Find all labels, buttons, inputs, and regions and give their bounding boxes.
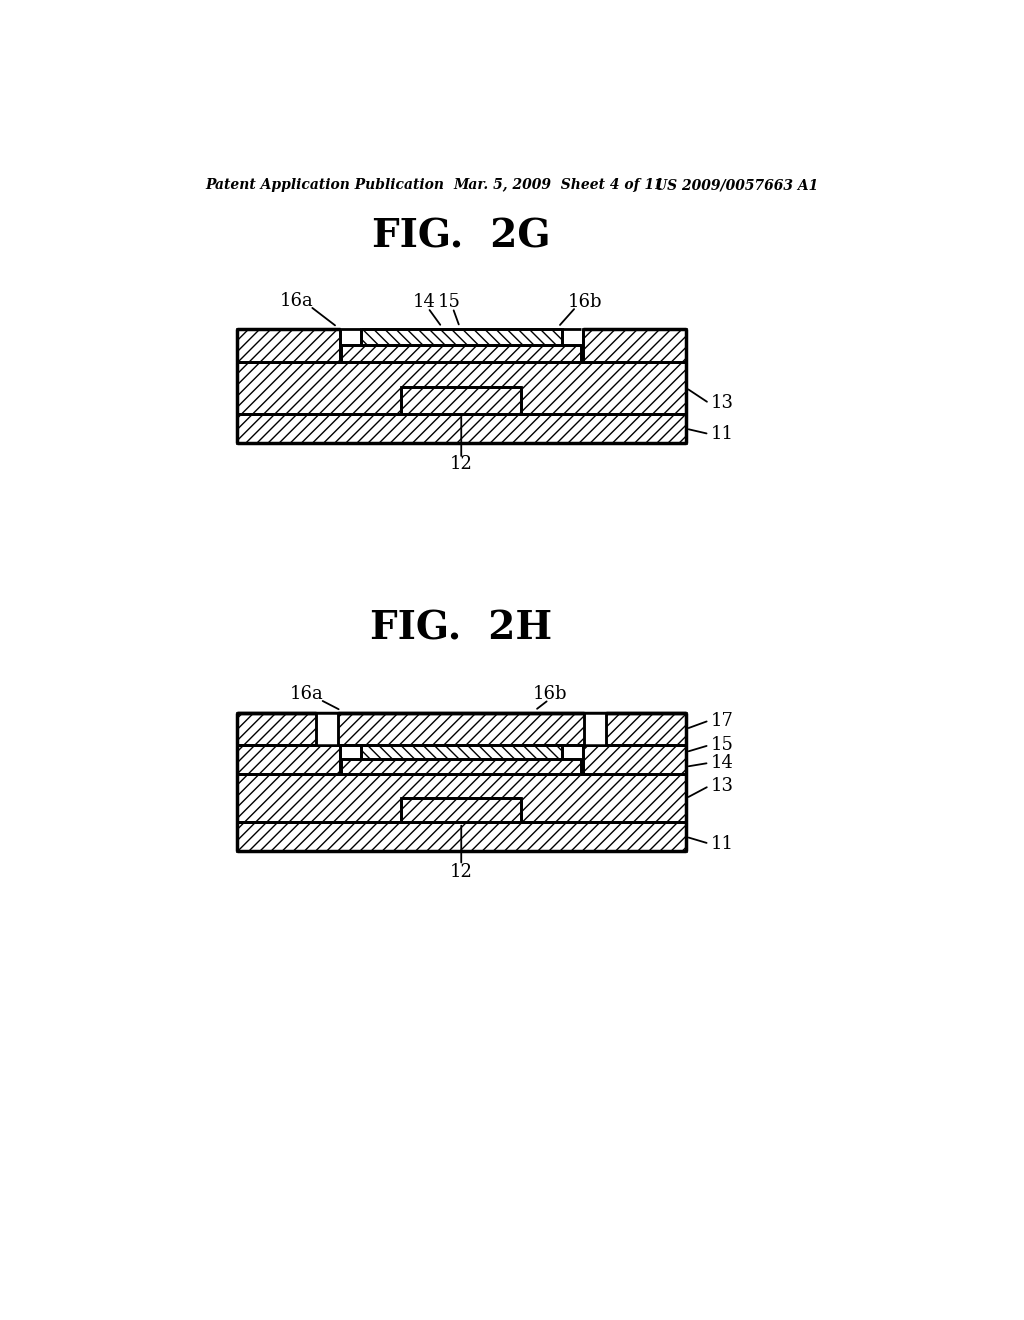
Bar — [401, 797, 521, 822]
Bar — [237, 744, 340, 775]
Bar — [316, 713, 338, 744]
Text: 12: 12 — [450, 455, 473, 473]
Bar — [341, 345, 582, 362]
Text: FIG.  2H: FIG. 2H — [371, 609, 552, 647]
Bar — [583, 330, 686, 362]
Text: 11: 11 — [711, 834, 734, 853]
Bar — [360, 330, 562, 345]
Text: 16b: 16b — [568, 293, 602, 312]
Text: 17: 17 — [711, 711, 733, 730]
Text: Mar. 5, 2009  Sheet 4 of 11: Mar. 5, 2009 Sheet 4 of 11 — [454, 178, 665, 193]
Text: US 2009/0057663 A1: US 2009/0057663 A1 — [655, 178, 818, 193]
Text: 11: 11 — [711, 425, 734, 444]
Bar — [237, 330, 340, 362]
Text: 16a: 16a — [290, 685, 324, 702]
Bar — [237, 822, 686, 851]
Bar — [341, 759, 582, 775]
Text: 16a: 16a — [281, 292, 313, 310]
Bar — [237, 713, 686, 744]
Text: 15: 15 — [711, 737, 733, 754]
Bar — [401, 387, 521, 414]
Text: Patent Application Publication: Patent Application Publication — [206, 178, 444, 193]
Text: 13: 13 — [711, 777, 734, 795]
Text: 14: 14 — [711, 754, 733, 772]
Text: 12: 12 — [450, 863, 473, 882]
Text: FIG.  2G: FIG. 2G — [372, 218, 551, 256]
Text: 14: 14 — [413, 293, 435, 312]
Bar — [585, 713, 606, 744]
Bar — [237, 414, 686, 444]
Bar — [237, 775, 686, 822]
Bar — [360, 744, 562, 759]
Bar — [237, 362, 686, 414]
Text: 13: 13 — [711, 395, 734, 412]
Bar — [583, 744, 686, 775]
Text: 16b: 16b — [534, 685, 567, 702]
Text: 15: 15 — [438, 293, 461, 312]
